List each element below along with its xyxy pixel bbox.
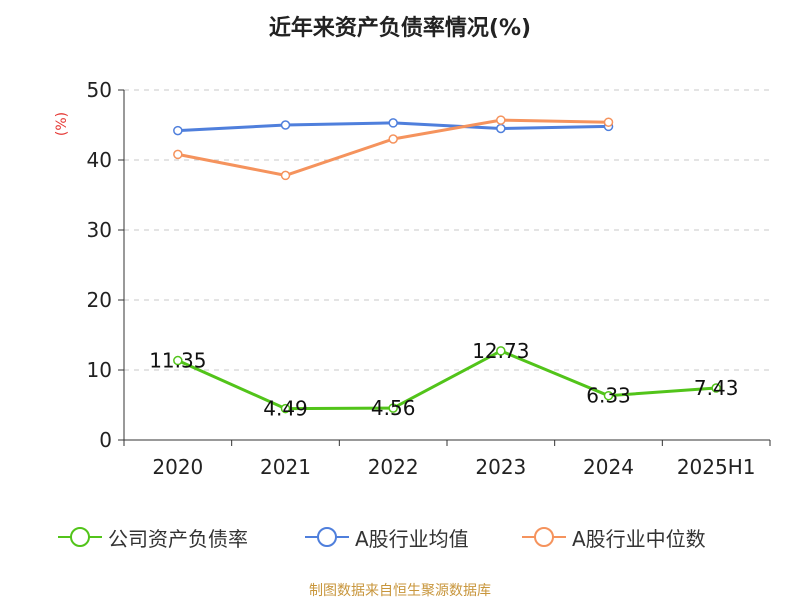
x-tick-label: 2022 [368,455,419,479]
legend-label: 公司资产负债率 [108,526,248,551]
data-label: 11.35 [149,349,206,373]
data-point [496,123,506,134]
y-tick-label: 30 [87,218,112,242]
legend-item: A股行业均值 [305,522,469,552]
y-tick-label: 0 [99,428,112,452]
data-labels: 11.35 4.49 4.56 12.73 6.33 7.43 [149,339,738,421]
legend-swatch [58,527,102,547]
data-point [603,117,614,127]
y-axis-label: (%) [54,112,70,136]
legend: 公司资产负债率 A股行业均值 A股行业中位数 [0,522,800,552]
data-point [496,346,506,356]
legend-label: A股行业均值 [355,526,469,551]
legend-marker [534,527,554,547]
data-point [173,355,183,366]
legend-marker [70,527,90,547]
series-line [177,349,717,411]
y-tick-label: 50 [87,78,112,102]
chart-plot: 0 10 20 30 40 50 2020 2021 2022 2023 2024 2025H1 (%)… [54,78,771,479]
legend-item: 公司资产负债率 [58,522,248,552]
data-point [496,115,506,125]
legend-swatch [305,527,349,547]
data-label: 12.73 [472,339,529,363]
data-label: 4.56 [371,396,416,420]
data-point [173,149,183,160]
x-tick-label: 2021 [260,455,311,479]
grid-lines [124,89,770,371]
y-tick-label: 10 [87,358,112,382]
axes: 0 10 20 30 40 50 2020 2021 2022 2023 2024 2025H1 (%) [54,78,771,479]
source-note: 制图数据来自恒生聚源数据库 [309,583,491,599]
data-point [711,383,721,393]
chart-title: 近年来资产负债率情况(%) [268,16,532,41]
x-tick-label: 2024 [583,455,634,479]
data-point [280,403,291,414]
data-point [603,390,614,401]
series-lines [173,115,721,414]
data-label: 6.33 [586,384,631,408]
x-tick-label: 2020 [152,455,203,479]
data-point [388,118,398,128]
data-point [280,170,291,181]
x-tick-label: 2023 [475,455,526,479]
data-point [173,125,183,136]
legend-marker [317,527,337,547]
y-tick-label: 20 [87,288,112,312]
x-tick-label: 2025H1 [677,455,756,479]
data-point [388,403,398,413]
legend-item: A股行业中位数 [522,522,706,552]
y-tick-label: 40 [87,148,112,172]
legend-label: A股行业中位数 [572,526,706,551]
legend-swatch [522,527,566,547]
data-label: 7.43 [694,376,739,400]
data-label: 4.49 [263,397,308,421]
data-point [280,120,291,130]
data-point [388,134,398,144]
